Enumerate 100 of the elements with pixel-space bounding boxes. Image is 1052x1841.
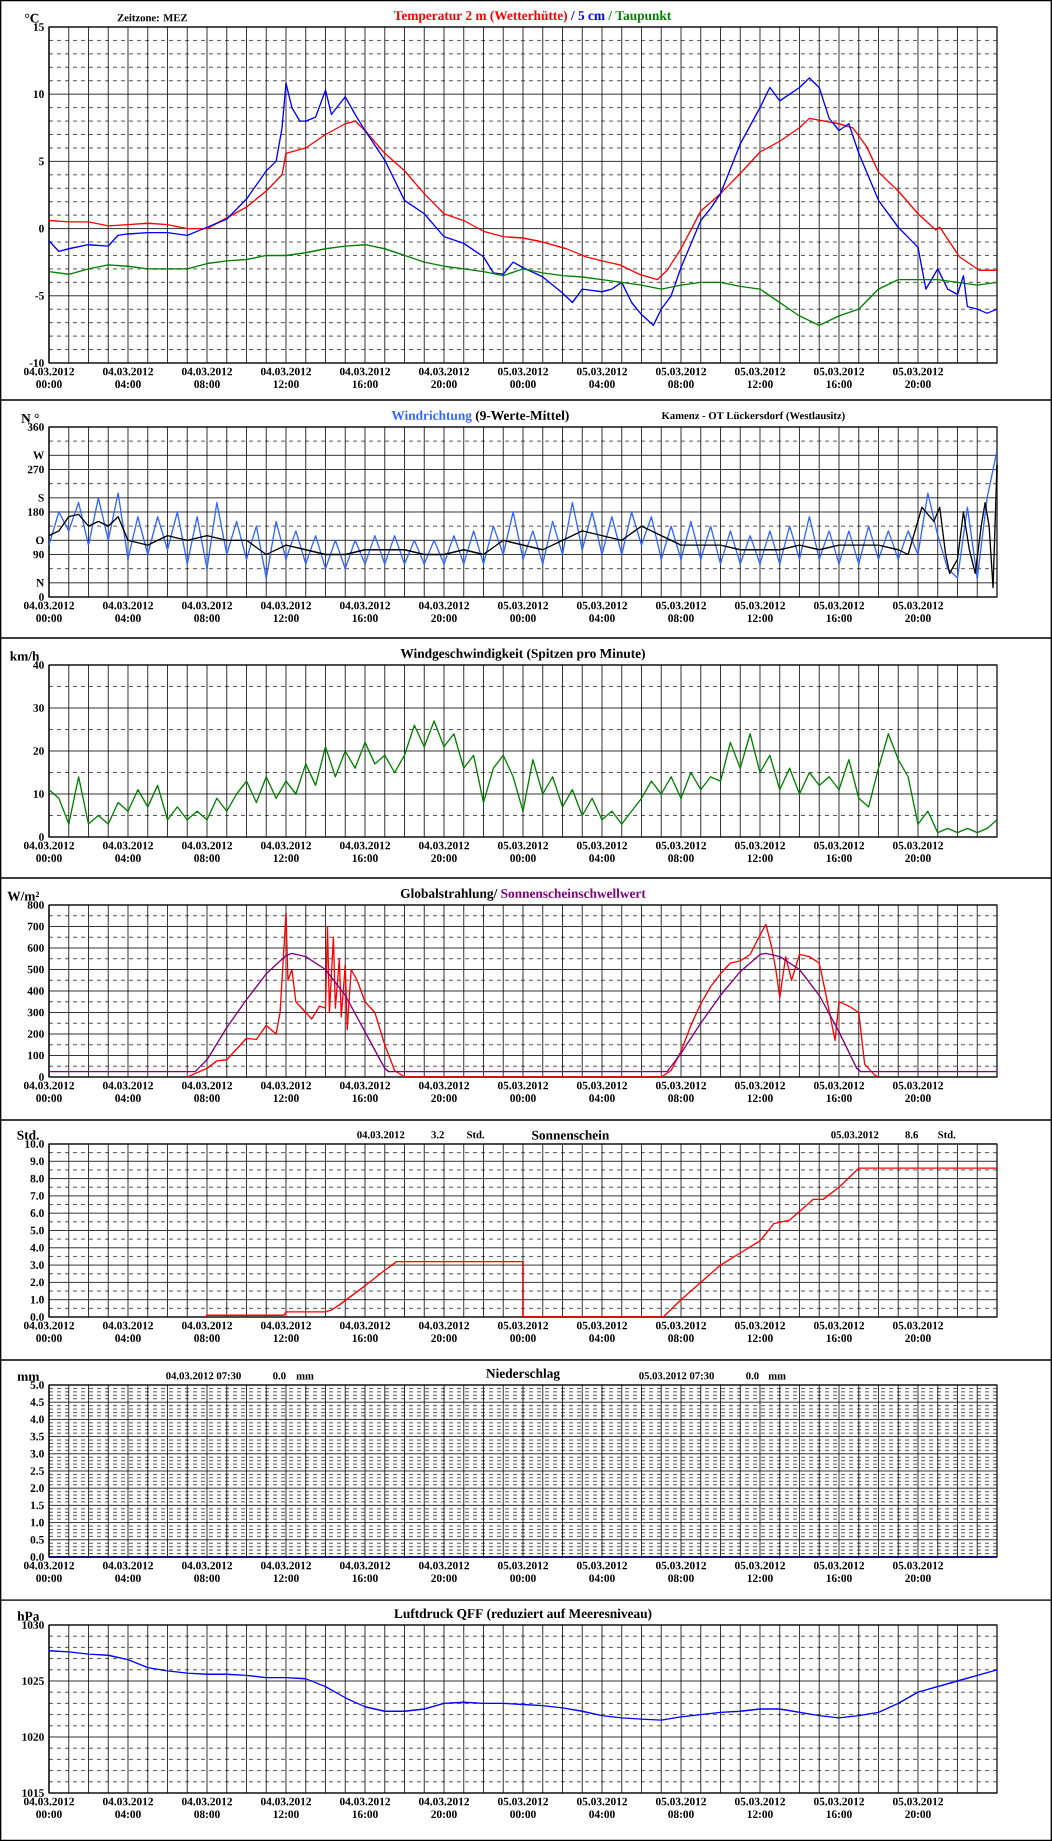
- y-tick-label: 270: [27, 465, 44, 474]
- x-tick-label: 05.03.2012 12:00: [734, 841, 786, 863]
- x-tick-label: 05.03.2012 00:00: [497, 1321, 549, 1343]
- y-tick-label: 10: [33, 790, 44, 798]
- x-tick-label: 04.03.2012 08:00: [181, 1561, 233, 1583]
- x-tick-label: 04.03.2012 00:00: [23, 841, 75, 863]
- y-tick-label: 2.0: [30, 1278, 44, 1287]
- y-tick-label: 30: [33, 704, 44, 712]
- x-tick-label: 05.03.2012 04:00: [576, 1561, 628, 1583]
- x-tick-label: 04.03.2012 20:00: [418, 1321, 470, 1343]
- x-tick-label: 04.03.2012 20:00: [418, 1081, 470, 1103]
- y-tick-label: 3.0: [30, 1261, 44, 1269]
- x-tick-label: 05.03.2012 12:00: [734, 1321, 786, 1343]
- x-tick-label: 04.03.2012 12:00: [260, 1797, 312, 1819]
- line-series: [48, 449, 998, 579]
- y-tick-label: 5: [39, 157, 44, 166]
- x-tick-label: 05.03.2012 20:00: [892, 1797, 944, 1819]
- line-series: [48, 117, 998, 281]
- y-tick-label: 1030: [22, 1621, 44, 1629]
- y-axis-title: hPa: [17, 1611, 40, 1621]
- y-tick-label: 0.5: [30, 1535, 44, 1544]
- x-tick-label: 04.03.2012 20:00: [418, 367, 470, 389]
- x-tick-label: 04.03.2012 04:00: [102, 1797, 154, 1819]
- y-tick-label: 40: [33, 661, 44, 669]
- y-tick-label: O: [36, 536, 44, 545]
- y-axis-title: °C: [25, 13, 39, 23]
- x-tick-label: 05.03.2012 16:00: [813, 1321, 865, 1343]
- x-tick-label: 05.03.2012 08:00: [655, 601, 707, 623]
- x-tick-label: 05.03.2012 08:00: [655, 1321, 707, 1343]
- y-tick-label: S: [38, 494, 44, 502]
- x-tick-label: 04.03.2012 08:00: [181, 1081, 233, 1103]
- x-tick-label: 05.03.2012 20:00: [892, 1321, 944, 1343]
- y-tick-label: 1025: [22, 1677, 44, 1685]
- x-tick-label: 04.03.2012 20:00: [418, 1561, 470, 1583]
- x-tick-label: 05.03.2012 20:00: [892, 1081, 944, 1103]
- x-tick-label: 04.03.2012 12:00: [260, 1081, 312, 1103]
- y-tick-label: -5: [35, 292, 44, 300]
- x-tick-label: 04.03.2012 00:00: [23, 1797, 75, 1819]
- x-tick-label: 05.03.2012 04:00: [576, 367, 628, 389]
- y-tick-label: 7.0: [30, 1192, 44, 1200]
- x-tick-label: 04.03.2012 04:00: [102, 601, 154, 623]
- x-tick-label: 05.03.2012 08:00: [655, 1797, 707, 1819]
- x-tick-label: 04.03.2012 16:00: [339, 1561, 391, 1583]
- x-tick-label: 04.03.2012 04:00: [102, 1321, 154, 1343]
- text: Temperatur 2 m (Wetterhütte): [393, 10, 568, 23]
- y-tick-label: 0.0: [30, 1313, 44, 1321]
- x-tick-label: 05.03.2012 00:00: [497, 1561, 549, 1583]
- y-tick-label: 360: [27, 423, 44, 431]
- text: 0.0: [273, 1372, 286, 1380]
- y-axis-title: mm: [17, 1374, 40, 1381]
- y-tick-label: 20: [33, 747, 44, 755]
- text: (9-Werte-Mittel): [475, 410, 569, 423]
- x-tick-label: 05.03.2012 00:00: [497, 601, 549, 623]
- y-tick-label: 5.0: [30, 1226, 44, 1235]
- x-tick-label: 04.03.2012 16:00: [339, 601, 391, 623]
- y-tick-label: 600: [27, 944, 44, 952]
- x-tick-label: 04.03.2012 00:00: [23, 367, 75, 389]
- x-tick-label: 04.03.2012 12:00: [260, 367, 312, 389]
- y-tick-label: 4.0: [30, 1415, 44, 1424]
- text: 3.2: [431, 1131, 444, 1139]
- y-tick-label: 1020: [22, 1733, 44, 1741]
- x-tick-label: 05.03.2012 20:00: [892, 841, 944, 863]
- x-tick-label: 05.03.2012 12:00: [734, 1797, 786, 1819]
- y-tick-label: 100: [28, 1051, 44, 1060]
- x-tick-label: 05.03.2012 16:00: [813, 1561, 865, 1583]
- x-tick-label: 04.03.2012 16:00: [339, 1081, 391, 1103]
- x-tick-label: 05.03.2012 16:00: [813, 601, 865, 623]
- line-series: [48, 720, 998, 834]
- y-tick-label: 4.0: [30, 1243, 44, 1252]
- y-tick-label: 0: [39, 1073, 44, 1081]
- text: 05.03.2012: [831, 1131, 879, 1139]
- chart-title: Luftdruck QFF (reduziert auf Meeresniveau): [394, 1608, 652, 1621]
- x-tick-label: 05.03.2012 00:00: [497, 367, 549, 389]
- x-tick-label: 04.03.2012 12:00: [260, 841, 312, 863]
- text: 0.0: [746, 1372, 759, 1380]
- x-tick-label: 04.03.2012 20:00: [418, 841, 470, 863]
- y-tick-label: W: [33, 451, 45, 460]
- text: 04.03.2012: [357, 1131, 405, 1139]
- y-tick-label: 6.0: [30, 1209, 44, 1218]
- x-tick-label: 04.03.2012 04:00: [102, 1561, 154, 1583]
- y-axis-title: km/h: [10, 651, 40, 661]
- y-tick-label: N: [36, 579, 45, 587]
- x-tick-label: 05.03.2012 12:00: [734, 1561, 786, 1583]
- text: 8.6: [905, 1131, 919, 1139]
- x-tick-label: 05.03.2012 04:00: [576, 1797, 628, 1819]
- y-tick-label: 1.0: [31, 1518, 44, 1527]
- y-tick-label: 2.0: [30, 1484, 44, 1493]
- x-tick-label: 04.03.2012 00:00: [23, 1081, 75, 1103]
- y-axis-title: N °: [21, 413, 39, 423]
- y-tick-label: 0: [39, 833, 44, 841]
- y-tick-label: 1015: [22, 1789, 44, 1797]
- y-tick-label: 180: [28, 508, 44, 516]
- x-tick-label: 04.03.2012 16:00: [339, 841, 391, 863]
- x-tick-label: 04.03.2012 04:00: [102, 367, 154, 389]
- x-tick-label: 05.03.2012 08:00: [655, 1081, 707, 1103]
- x-tick-label: 04.03.2012 12:00: [260, 1321, 312, 1343]
- x-tick-label: 05.03.2012 12:00: [734, 1081, 786, 1103]
- x-tick-label: 04.03.2012 20:00: [418, 601, 470, 623]
- y-tick-label: 200: [27, 1030, 44, 1038]
- y-tick-label: 8.0: [30, 1174, 44, 1183]
